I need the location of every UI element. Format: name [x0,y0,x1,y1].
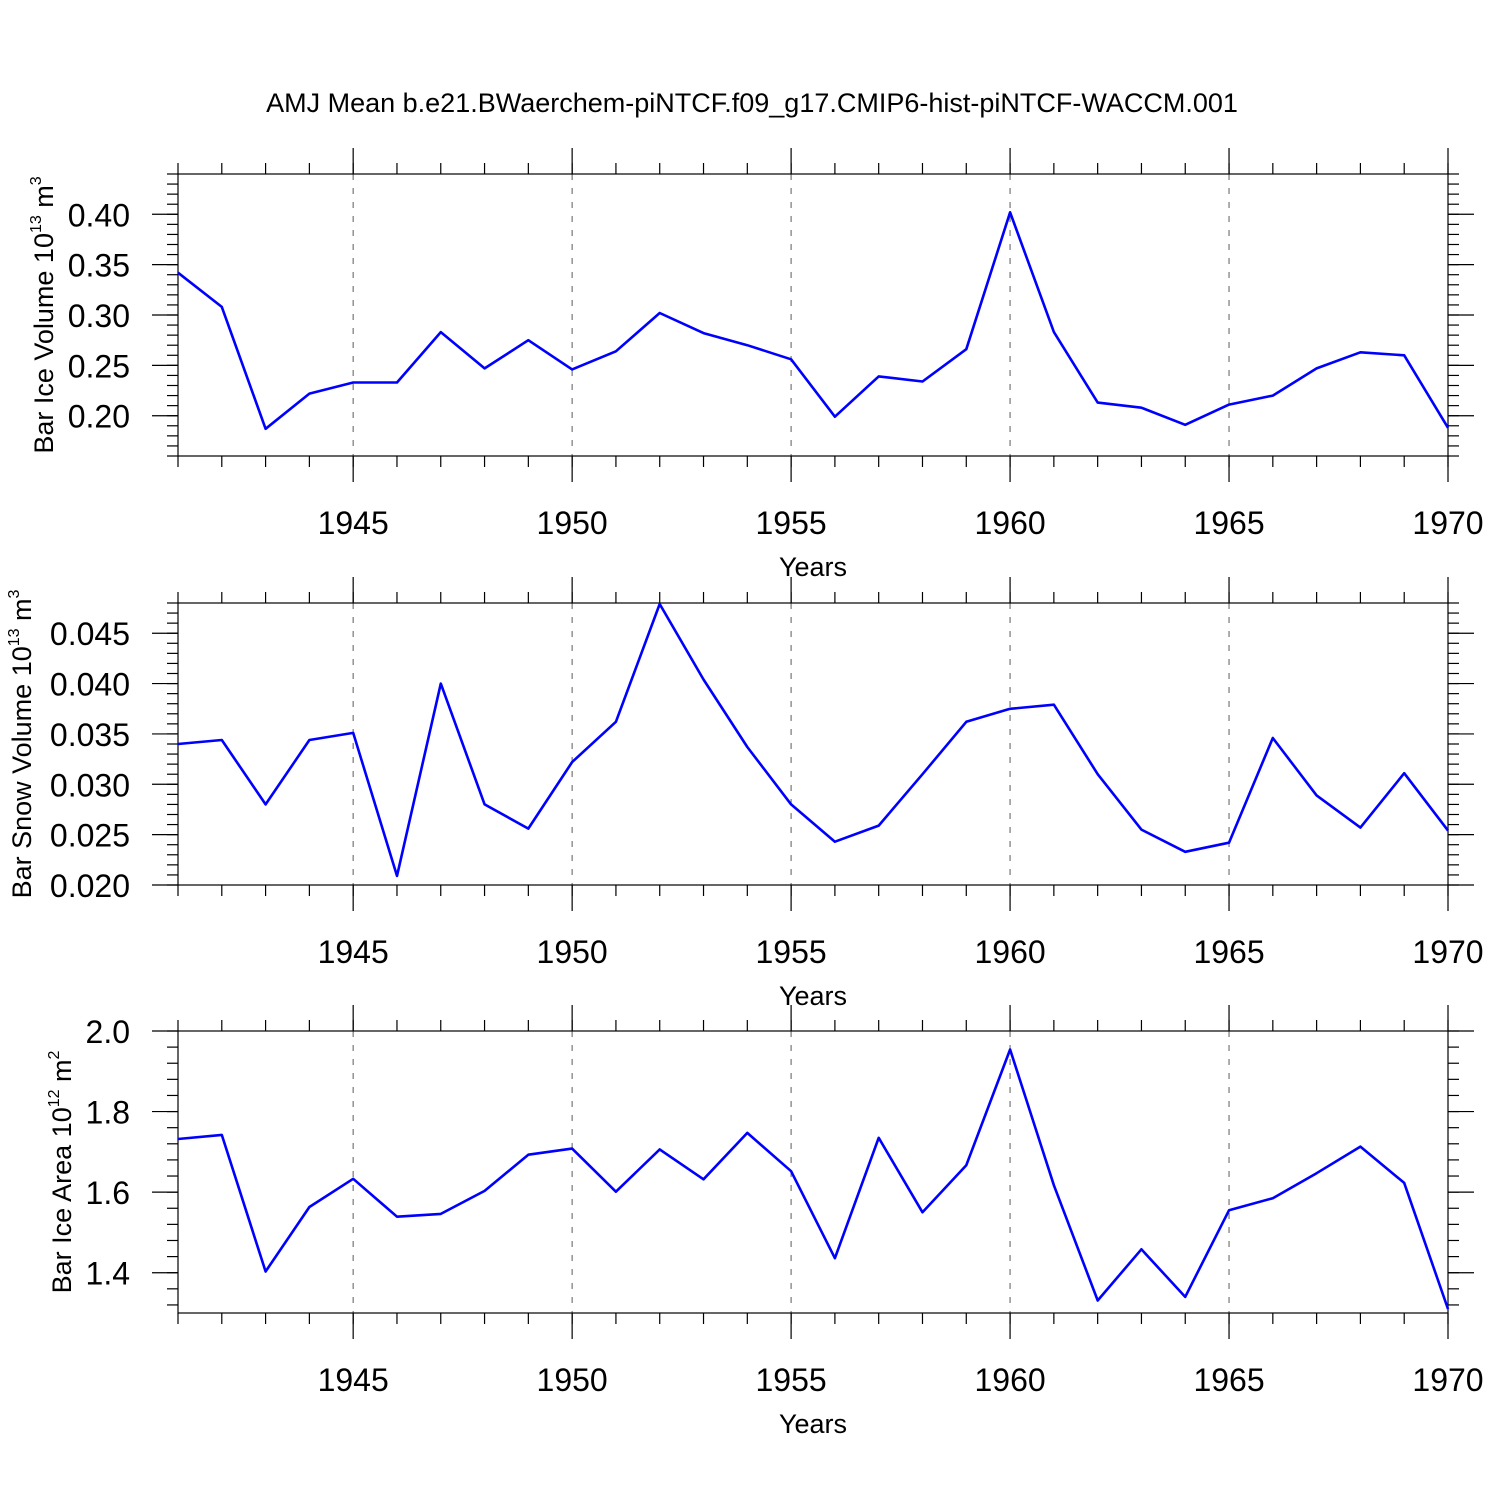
series-line [177,602,1450,878]
x-tick-label: 1965 [1193,1362,1264,1398]
x-tick-label: 1965 [1193,505,1264,541]
y-tick-label: 0.025 [50,818,130,854]
x-tick-label: 1960 [974,934,1045,970]
y-tick-label: 0.020 [50,868,130,904]
y-axis-title-unit-exponent: 2 [46,1050,63,1059]
series-line [177,211,1450,431]
x-tick-label: 1950 [537,1362,608,1398]
x-axis-title: Years [779,981,847,1011]
x-axis-title: Years [779,552,847,582]
y-axis-title-unit: m [7,598,37,628]
plot-frame [177,602,1449,886]
y-tick-label: 0.045 [50,616,130,652]
x-tick-label: 1945 [318,1362,389,1398]
x-tick-label: 1960 [974,1362,1045,1398]
y-tick-label: 2.0 [86,1014,130,1050]
y-tick-label: 0.25 [68,348,130,384]
x-tick-label: 1955 [756,1362,827,1398]
plot-frame [177,173,1449,457]
panels: 1945 1950 1955 1960 1965 1970 0.20 0.25 0.30 0.35… [6,148,1484,1439]
y-axis-title: Bar Ice Area 1012 m2 [46,1050,77,1293]
y-axis-title: Bar Snow Volume 1013 m3 [6,589,37,898]
y-axis-title-unit: m [47,1059,77,1089]
y-tick-label: 0.035 [50,717,130,753]
y-axis-title-unit-exponent: 3 [6,589,23,598]
x-tick-label: 1970 [1412,934,1483,970]
series-line [177,1048,1450,1310]
x-tick-label: 1960 [974,505,1045,541]
panel-3: 1945 1950 1955 1960 1965 1970 1.4 1.6 1.8 2.0 Year… [46,1005,1484,1439]
x-tick-label: 1955 [756,934,827,970]
y-axis-title-exponent: 12 [46,1089,63,1107]
y-axis-title-unit: m [29,185,59,215]
x-tick-label: 1965 [1193,934,1264,970]
panel-2: 1945 1950 1955 1960 1965 1970 0.020 0.025 0.030 0… [6,577,1484,1011]
y-axis-title-exponent: 13 [28,215,45,233]
y-axis-title-unit-exponent: 3 [28,176,45,185]
y-axis-title-text: Bar Ice Volume 10 [29,233,59,454]
y-tick-label: 0.35 [68,248,130,284]
y-tick-label: 0.030 [50,767,130,803]
y-tick-label: 0.20 [68,399,130,435]
y-tick-label: 1.8 [86,1095,130,1131]
y-axis-title-text: Bar Snow Volume 10 [7,646,37,898]
panel-1: 1945 1950 1955 1960 1965 1970 0.20 0.25 0.30 0.35… [28,148,1484,582]
y-axis-title-text: Bar Ice Area 10 [47,1107,77,1293]
x-axis-title: Years [779,1409,847,1439]
y-tick-label: 0.040 [50,667,130,703]
x-tick-label: 1970 [1412,1362,1483,1398]
plot-frame [177,1030,1449,1314]
x-tick-label: 1955 [756,505,827,541]
y-tick-label: 1.4 [86,1256,130,1292]
y-axis-title: Bar Ice Volume 1013 m3 [28,176,59,453]
y-tick-label: 1.6 [86,1175,130,1211]
y-axis-title-exponent: 13 [6,628,23,646]
y-tick-label: 0.30 [68,298,130,334]
y-tick-label: 0.40 [68,197,130,233]
x-tick-label: 1950 [537,505,608,541]
x-tick-label: 1945 [318,505,389,541]
x-tick-label: 1950 [537,934,608,970]
x-tick-label: 1945 [318,934,389,970]
x-tick-label: 1970 [1412,505,1483,541]
chart-title: AMJ Mean b.e21.BWaerchem-piNTCF.f09_g17.… [266,88,1238,118]
